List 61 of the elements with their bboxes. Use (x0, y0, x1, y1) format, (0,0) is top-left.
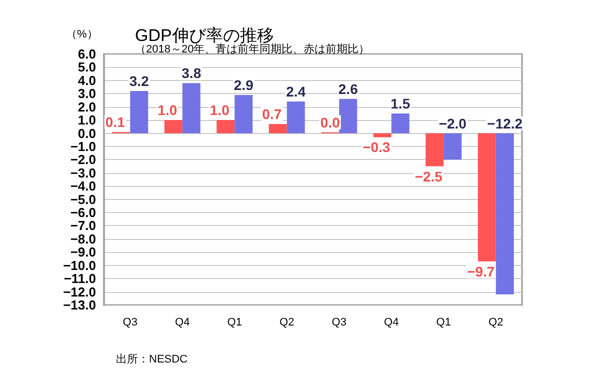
data-label: 3.2 (129, 72, 150, 89)
data-label: −0.3 (362, 139, 390, 156)
y-tick-label: −4.0 (70, 178, 96, 194)
y-tick-label: 5.0 (78, 60, 96, 75)
x-tick-label: Q1 (436, 316, 451, 328)
bar (286, 102, 305, 134)
y-tick-label: −7.0 (70, 218, 96, 234)
y-axis-title: （%） (66, 28, 98, 40)
y-tick-label: 4.0 (78, 72, 96, 88)
chart-title: GDP伸び率の推移 (135, 26, 274, 45)
data-label: −9.7 (467, 263, 495, 280)
data-label: 0.1 (105, 114, 126, 130)
data-label: 0.7 (262, 106, 282, 122)
y-tick-label: −3.0 (70, 165, 96, 180)
y-tick-label: −12.0 (63, 284, 96, 300)
bar (478, 133, 496, 262)
bar (444, 133, 462, 160)
chart-subtitle: （2018～20年、青は前年同期比、赤は前期比） (135, 42, 370, 56)
y-tick-label: 0.0 (78, 126, 96, 141)
bar (268, 124, 287, 134)
data-label: 0.0 (320, 114, 340, 130)
y-tick-label: −6.0 (70, 205, 96, 220)
y-tick-label: −13.0 (63, 298, 96, 312)
y-tick-label: −1.0 (70, 138, 96, 154)
bar (164, 120, 182, 134)
y-tick-label: 6.0 (78, 46, 96, 62)
bar (339, 98, 358, 134)
data-label: 3.8 (182, 65, 202, 82)
y-tick-label: −5.0 (70, 192, 96, 207)
y-tick-label: 2.0 (78, 99, 96, 114)
data-label: 2.4 (286, 84, 306, 100)
x-tick-label: Q4 (384, 316, 399, 328)
bar (426, 133, 444, 166)
data-label: 1.0 (210, 102, 230, 118)
y-tick-label: 3.0 (78, 86, 96, 102)
bar (496, 133, 514, 294)
y-tick-label: 1.0 (78, 112, 96, 128)
data-label: 2.9 (234, 76, 254, 93)
y-tick-label: −8.0 (70, 231, 96, 246)
y-tick-label: −11.0 (64, 271, 96, 286)
x-tick-label: Q4 (175, 316, 190, 328)
data-label: −2.5 (414, 168, 443, 184)
bar (130, 90, 148, 134)
y-tick-label: −10.0 (63, 258, 96, 273)
data-label: 1.0 (158, 102, 178, 118)
x-tick-label: Q2 (488, 316, 504, 328)
data-label: 2.6 (338, 80, 358, 97)
bar (234, 94, 253, 134)
y-tick-label: −2.0 (70, 152, 96, 168)
data-label: −2.0 (438, 115, 467, 132)
bar (391, 113, 410, 134)
x-tick-label: Q1 (227, 316, 242, 328)
x-tick-label: Q3 (122, 316, 138, 328)
x-tick-label: Q3 (332, 316, 346, 328)
data-label: 1.5 (390, 95, 410, 112)
data-label: −12.2 (487, 115, 523, 132)
bar (182, 83, 200, 134)
bar (216, 120, 235, 134)
x-tick-label: Q2 (280, 316, 294, 328)
y-tick-label: −9.0 (70, 244, 96, 260)
text: 出所：NESDC (116, 352, 188, 366)
